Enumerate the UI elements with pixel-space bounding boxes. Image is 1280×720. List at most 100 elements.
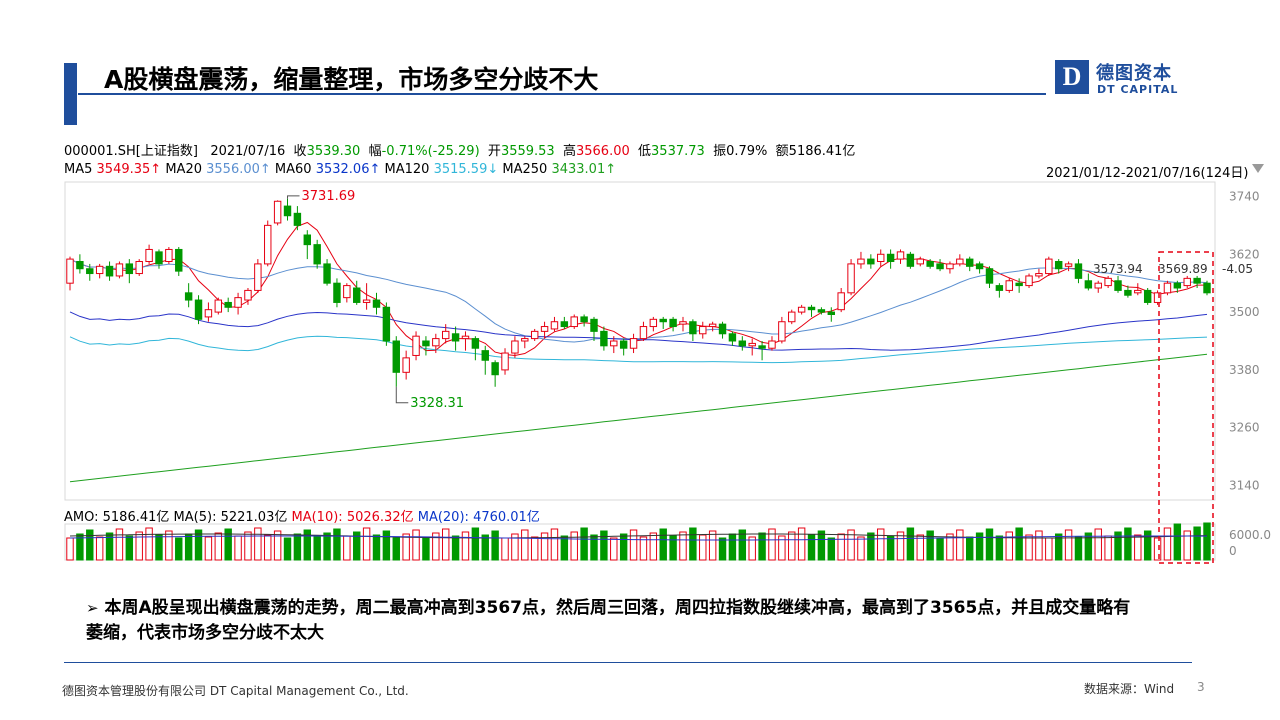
candle-body — [1074, 263, 1083, 279]
volume-bar — [580, 527, 588, 561]
bullet-arrow-icon: ➢ — [86, 599, 99, 617]
amp-label: 振 — [713, 144, 727, 159]
candle-body — [1183, 277, 1191, 287]
volume-bar — [827, 537, 836, 561]
ma60-line — [69, 311, 1208, 351]
candle-body — [926, 261, 934, 267]
candle-body — [748, 342, 756, 347]
volume-bar — [788, 531, 796, 561]
candle-body — [254, 263, 262, 291]
volume-bar — [590, 534, 598, 561]
high-value: 3566.00 — [575, 144, 630, 159]
volume-bar — [649, 532, 658, 561]
volume-bar — [807, 534, 816, 561]
candle-body — [847, 263, 855, 294]
candle-body — [758, 345, 766, 349]
volume-bar — [916, 534, 924, 561]
volume-bar — [906, 527, 915, 561]
ma5-value: 3549.35↑ — [96, 162, 162, 177]
volume-bar — [264, 534, 272, 561]
amount-label: 额 — [775, 144, 789, 159]
volume-bar — [76, 533, 84, 561]
volume-bar — [837, 533, 845, 561]
volume-bar — [1025, 534, 1033, 561]
volume-bar — [728, 533, 737, 561]
candle-body — [392, 340, 400, 373]
low-value: 3537.73 — [651, 144, 705, 159]
summary-bullet: ➢ 本周A股呈现出横盘震荡的走势，周二最高冲高到3567点，然后周三回落，周四拉… — [86, 596, 1146, 646]
candle-body — [521, 338, 529, 342]
candle-body — [669, 318, 677, 328]
volume-bar — [669, 535, 677, 561]
volume-bar — [699, 534, 707, 561]
candle-body — [1084, 280, 1093, 289]
ma20-label: MA20 — [165, 162, 202, 177]
ma20-value: 3556.00↑ — [206, 162, 271, 177]
candle-body — [283, 205, 292, 217]
candle-body — [768, 340, 776, 349]
candle-body — [718, 323, 727, 335]
title-underline — [78, 93, 1046, 95]
amo-value: 5186.41亿 — [102, 510, 170, 525]
candle-body — [679, 321, 687, 325]
change-label: 幅 — [368, 144, 382, 159]
vol-ma5-label: MA(5): — [173, 510, 217, 525]
volume-bar — [412, 529, 420, 561]
volume-ma20-line — [69, 535, 1207, 541]
volume-bar — [610, 537, 618, 561]
candle-body — [461, 335, 470, 340]
volume-bar — [313, 536, 321, 561]
candle-body — [689, 321, 697, 335]
volume-bar — [1104, 535, 1112, 561]
logo-chinese-name: 德图资本 — [1096, 63, 1172, 84]
page-title: A股横盘震荡，缩量整理，市场多空分歧不大 — [104, 65, 599, 94]
candle-body — [95, 265, 104, 275]
volume-bar — [659, 528, 667, 561]
candle-body — [896, 251, 905, 260]
candle-body — [886, 253, 895, 262]
volume-ma5-line — [69, 533, 1208, 539]
volume-bar — [995, 535, 1004, 561]
ma60-value: 3532.06↑ — [315, 162, 381, 177]
volume-bar — [1005, 531, 1013, 561]
quote-date: 2021/07/16 — [210, 144, 286, 159]
candle-body — [175, 248, 183, 272]
candle-body — [936, 263, 944, 270]
volume-tick-label: 0 — [1229, 544, 1237, 558]
candle-body — [76, 261, 84, 270]
candle-body — [382, 306, 391, 342]
candle-body — [540, 326, 549, 332]
volume-bar — [1015, 527, 1023, 561]
last-price-label-a: 3573.94 — [1093, 262, 1143, 276]
volume-bar — [867, 532, 875, 561]
candle-body — [975, 263, 984, 270]
candle-body — [86, 268, 94, 275]
volume-bar — [303, 529, 312, 561]
candle-body — [214, 299, 223, 313]
y-tick-label: 3620 — [1229, 247, 1260, 261]
candle-body — [985, 268, 994, 284]
open-label: 开 — [487, 144, 501, 159]
candle-body — [600, 330, 608, 347]
volume-bar — [550, 528, 559, 561]
candle-body — [204, 309, 213, 318]
candles — [66, 198, 1211, 387]
volume-bar — [125, 535, 134, 561]
candle-body — [194, 299, 203, 320]
volume-bar — [1094, 528, 1102, 561]
range-dropdown-icon[interactable] — [1252, 164, 1264, 173]
candle-body — [244, 289, 252, 301]
chart-grid: 3740 3620 3500 3380 3260 3140 6000.0 0 — [64, 181, 1271, 561]
volume-bar — [689, 527, 697, 561]
candle-body — [165, 248, 173, 262]
volume-bar — [165, 530, 173, 561]
volume-bar — [1064, 529, 1073, 561]
candle-body — [906, 253, 915, 267]
candle-body — [264, 224, 272, 265]
volume-bar — [1045, 537, 1053, 561]
footer-divider — [64, 662, 1192, 663]
volume-bar — [1134, 534, 1142, 561]
volume-bar — [441, 528, 450, 561]
volume-bar — [778, 535, 786, 561]
candle-body — [560, 321, 569, 328]
